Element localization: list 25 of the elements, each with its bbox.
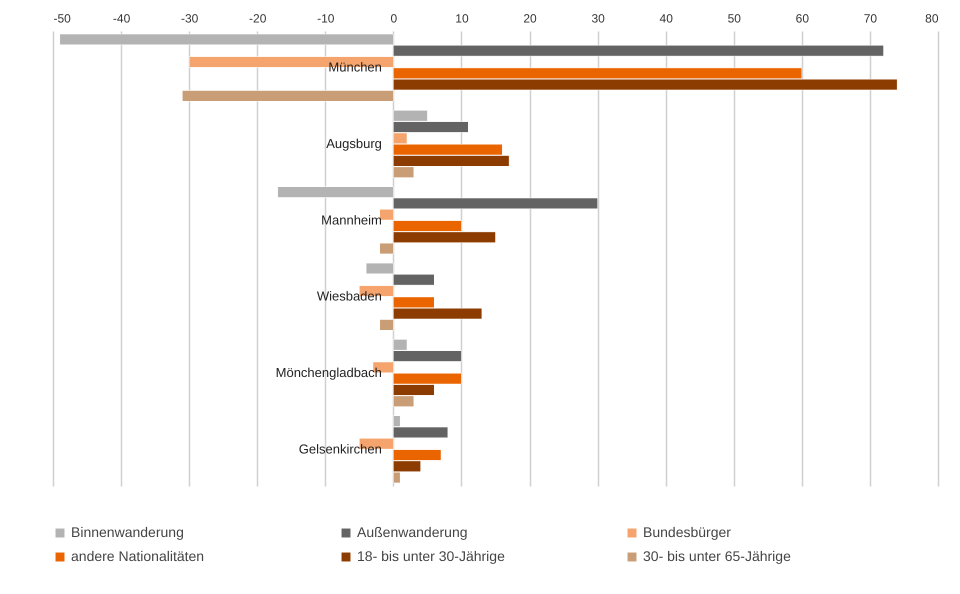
x-tick-label: -50 [54,12,72,26]
x-tick-label: 50 [728,12,742,26]
x-tick-label: 40 [660,12,674,26]
legend-label: Bundesbürger [643,524,732,540]
legend-label: Binnenwanderung [71,524,184,540]
x-tick-label: 30 [591,12,606,26]
legend-label: Außenwanderung [357,524,468,540]
x-tick-label: -20 [249,12,267,26]
x-tick-label: 20 [523,12,538,26]
y-tick-label: Gelsenkirchen [298,441,382,456]
y-tick-label: Wiesbaden [316,288,382,304]
y-tick-label: Mannheim [321,212,382,228]
x-tick-label: 70 [864,12,878,26]
x-tick-label: -10 [317,12,335,26]
x-tick-label: 80 [925,12,939,26]
x-tick-label: 10 [455,12,469,26]
x-tick-label: -30 [180,12,199,26]
y-tick-label: Augsburg [326,136,382,151]
legend-label: 30- bis unter 65-Jährige [643,548,792,564]
x-tick-label: 0 [390,12,398,26]
legend-label: 18- bis unter 30-Jährige [357,548,506,564]
legend-label: andere Nationalitäten [71,548,204,564]
x-tick-label: 60 [796,12,810,26]
x-tick-label: -40 [112,12,131,26]
y-tick-label: Mönchengladbach [276,365,382,380]
